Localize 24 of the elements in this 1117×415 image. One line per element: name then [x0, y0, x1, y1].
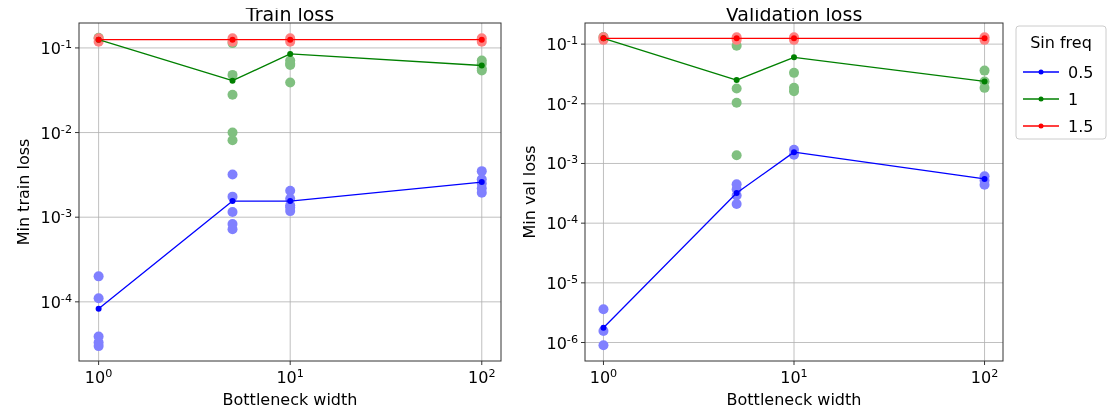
- y-tick-label: 10$^{-1}$: [546, 33, 578, 55]
- y-axis-title: Min val loss: [520, 145, 539, 239]
- x-axis-title: Bottleneck width: [222, 390, 358, 409]
- y-tick-label: 10$^{-3}$: [546, 152, 578, 174]
- legend-title: Sin freq: [1030, 33, 1092, 52]
- y-tick-label: 10$^{-4}$: [546, 212, 578, 234]
- y-tick-label: 10$^{-2}$: [40, 122, 72, 143]
- y-tick-label: 10$^{-6}$: [546, 332, 578, 353]
- y-tick-label: 10$^{-3}$: [40, 206, 72, 228]
- y-axis-title: Min train loss: [14, 138, 33, 246]
- x-tick-label: 10$^{0}$: [84, 366, 113, 387]
- x-tick-label: 10$^{2}$: [468, 366, 496, 387]
- legend-label: 0.5: [1068, 63, 1094, 82]
- x-tick-label: 10$^{2}$: [970, 366, 999, 387]
- y-tick-label: 10$^{-4}$: [40, 291, 72, 312]
- y-tick-label: 10$^{-2}$: [546, 93, 578, 114]
- legend-label: 1: [1068, 90, 1079, 109]
- x-tick-label: 10$^{0}$: [589, 366, 618, 387]
- x-tick-label: 10$^{1}$: [276, 366, 304, 387]
- y-tick-label: 10$^{-1}$: [40, 37, 72, 58]
- legend-label: 1.5: [1068, 117, 1094, 136]
- x-tick-label: 10$^{1}$: [780, 366, 808, 387]
- x-axis-title: Bottleneck width: [726, 390, 862, 409]
- y-tick-label: 10$^{-5}$: [546, 272, 578, 293]
